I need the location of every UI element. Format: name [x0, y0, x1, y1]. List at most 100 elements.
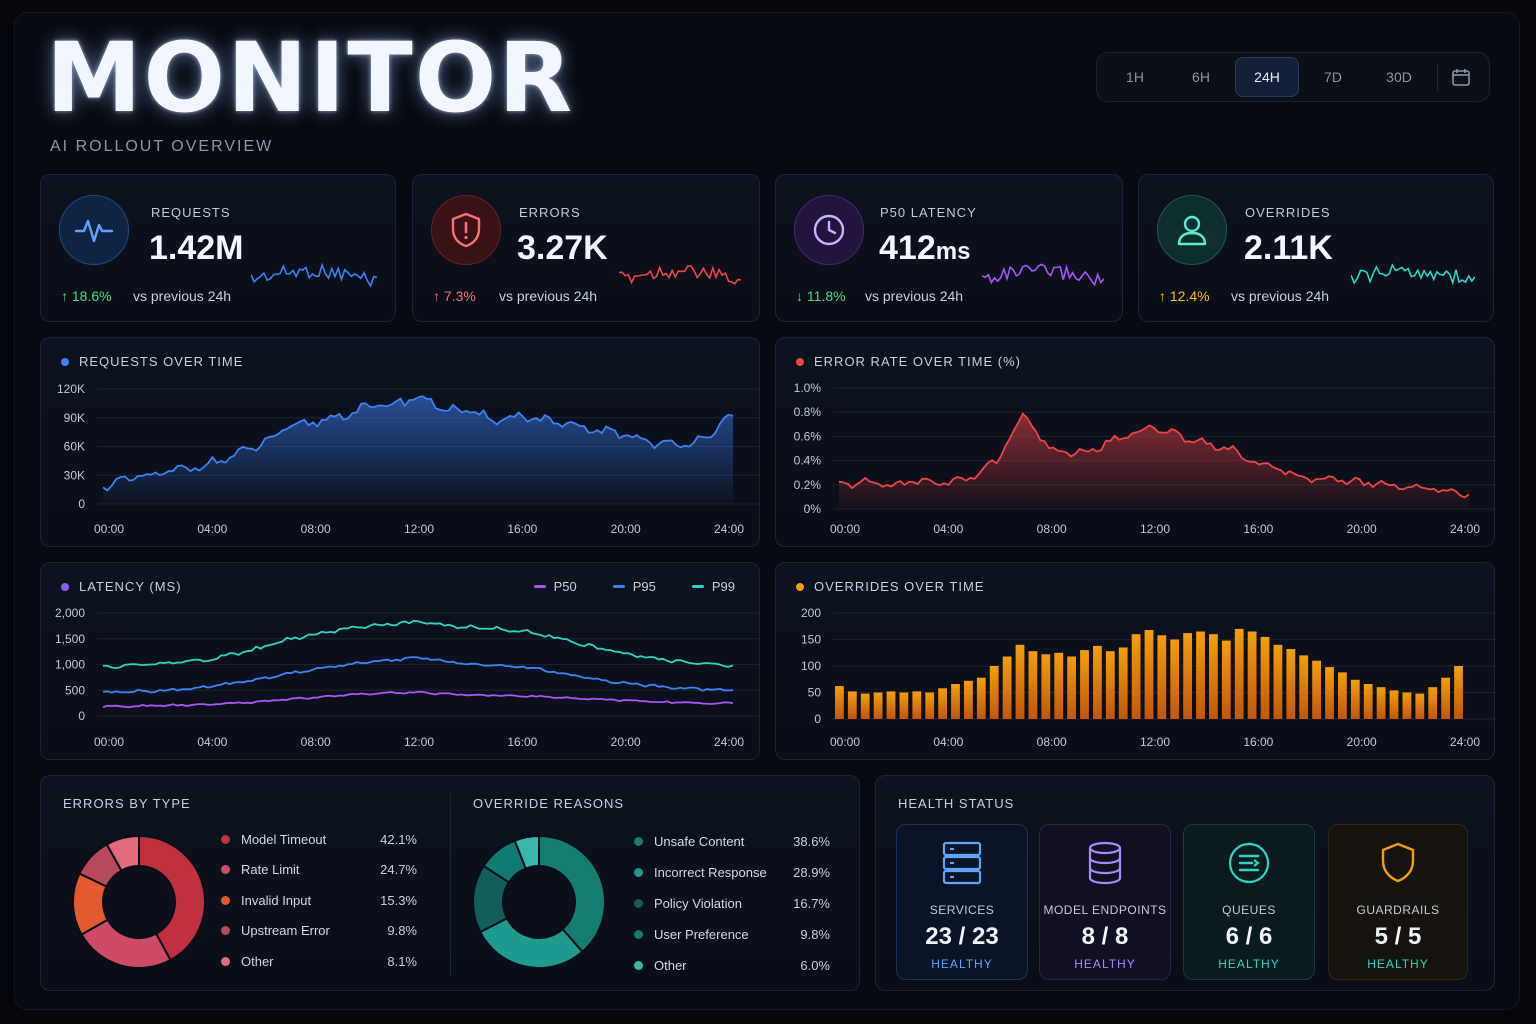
legend-row[interactable]: User Preference 9.8%: [634, 924, 830, 944]
bar[interactable]: [1338, 672, 1347, 719]
bar[interactable]: [1273, 644, 1283, 719]
kpi-card-overrides[interactable]: OVERRIDES 2.11K ↑ 12.4% vs previous 24h: [1138, 174, 1494, 322]
bar[interactable]: [873, 692, 883, 720]
bar[interactable]: [1002, 656, 1012, 720]
bar[interactable]: [1118, 647, 1128, 720]
bar[interactable]: [976, 677, 986, 719]
bar[interactable]: [1080, 650, 1089, 719]
y-tick-label: 0.4%: [794, 454, 822, 468]
override-reasons-title: OVERRIDE REASONS: [473, 796, 625, 811]
legend-dot: [634, 867, 643, 877]
legend-item-p99[interactable]: P99: [691, 579, 735, 594]
kpi-card-latency[interactable]: P50 LATENCY 412ms ↓ 11.8% vs previous 24…: [775, 174, 1123, 322]
bar[interactable]: [1299, 655, 1309, 719]
bar[interactable]: [1015, 644, 1025, 719]
bar[interactable]: [835, 686, 844, 719]
bar[interactable]: [1247, 631, 1257, 719]
legend-item-p95[interactable]: P95: [612, 579, 656, 594]
bar[interactable]: [1454, 666, 1463, 719]
legend-row[interactable]: Invalid Input 15.3%: [221, 890, 417, 910]
bar[interactable]: [899, 692, 909, 720]
series-line: [838, 412, 1470, 499]
bar[interactable]: [1196, 631, 1205, 719]
legend-value: 24.7%: [380, 862, 417, 877]
overrides-donut-chart[interactable]: [459, 822, 619, 982]
bar[interactable]: [1144, 630, 1154, 719]
bar[interactable]: [1260, 636, 1270, 720]
bar[interactable]: [1054, 652, 1064, 720]
health-card-guardrails[interactable]: GUARDRAILS 5 / 5 HEALTHY: [1328, 824, 1468, 980]
requests-chart[interactable]: 0 30K 60K 90K 120K 00:00 04:00 08:00 12:00 16:00 2…: [41, 338, 761, 548]
bar[interactable]: [1067, 656, 1076, 720]
bar[interactable]: [1183, 633, 1192, 719]
section-divider: [450, 794, 451, 976]
kpi-card-errors[interactable]: ERRORS 3.27K ↑ 7.3% vs previous 24h: [412, 174, 760, 322]
bar[interactable]: [1325, 667, 1334, 719]
bar[interactable]: [1209, 634, 1218, 719]
legend-row[interactable]: Other 6.0%: [634, 955, 830, 975]
user-icon: [1157, 195, 1227, 265]
bar[interactable]: [1041, 654, 1051, 719]
error-rate-chart[interactable]: 0% 0.2% 0.4% 0.6% 0.8% 1.0% 00:00 04:00 08:00 12:…: [776, 338, 1496, 548]
bar[interactable]: [964, 680, 973, 719]
range-1h-button[interactable]: 1H: [1126, 69, 1144, 85]
legend-row[interactable]: Other 8.1%: [221, 951, 417, 971]
kpi-card-requests[interactable]: REQUESTS 1.42M ↑ 18.6% vs previous 24h: [40, 174, 396, 322]
donut-slice[interactable]: [138, 834, 206, 962]
x-tick-label: 20:00: [1347, 522, 1377, 536]
calendar-icon[interactable]: [1448, 64, 1474, 90]
bar[interactable]: [847, 691, 857, 719]
bar[interactable]: [1350, 679, 1360, 719]
legend-row[interactable]: Unsafe Content 38.6%: [634, 831, 830, 851]
bar[interactable]: [1441, 677, 1450, 719]
health-card-queues[interactable]: QUEUES 6 / 6 HEALTHY: [1183, 824, 1315, 980]
bar[interactable]: [1028, 651, 1038, 719]
bar[interactable]: [1105, 651, 1115, 719]
latency-chart[interactable]: 0 500 1,000 1,500 2,000 00:00 04:00 08:00 12:00 1…: [41, 563, 761, 761]
bar[interactable]: [1221, 640, 1231, 719]
bar[interactable]: [925, 692, 935, 720]
bar[interactable]: [989, 666, 999, 719]
y-tick-label: 2,000: [55, 606, 85, 620]
health-card-model-endpoints[interactable]: MODEL ENDPOINTS 8 / 8 HEALTHY: [1039, 824, 1171, 980]
bar[interactable]: [1312, 660, 1321, 719]
legend-row[interactable]: Model Timeout 42.1%: [221, 829, 417, 849]
bar[interactable]: [912, 691, 922, 719]
legend-row[interactable]: Rate Limit 24.7%: [221, 860, 417, 880]
legend-item-p50[interactable]: P50: [533, 579, 577, 594]
bar[interactable]: [1402, 692, 1412, 720]
range-7d-button[interactable]: 7D: [1324, 69, 1342, 85]
donut-slice[interactable]: [513, 834, 540, 870]
kpi-label: OVERRIDES: [1245, 205, 1331, 220]
panel-title: OVERRIDES OVER TIME: [814, 579, 985, 594]
legend-row[interactable]: Incorrect Response 28.9%: [634, 862, 830, 882]
legend-row[interactable]: Policy Violation 16.7%: [634, 893, 830, 913]
bar[interactable]: [938, 688, 947, 719]
bar[interactable]: [860, 693, 870, 719]
range-30d-button[interactable]: 30D: [1386, 69, 1412, 85]
overrides-chart[interactable]: 0 50 100 150 200 00:00 04:00 08:00 12:00 16:00 20:…: [776, 563, 1496, 761]
legend-row[interactable]: Upstream Error 9.8%: [221, 921, 417, 941]
bar[interactable]: [951, 684, 960, 719]
x-tick-label: 08:00: [1037, 735, 1067, 749]
bar[interactable]: [1157, 635, 1167, 719]
bar[interactable]: [1363, 684, 1373, 719]
donut-slice[interactable]: [105, 834, 140, 872]
range-24h-button[interactable]: 24H: [1235, 57, 1299, 97]
bar[interactable]: [1234, 628, 1244, 719]
bar[interactable]: [1286, 649, 1296, 719]
bar[interactable]: [1131, 634, 1141, 719]
health-card-services[interactable]: SERVICES 23 / 23 HEALTHY: [896, 824, 1028, 980]
errors-donut-chart[interactable]: [59, 822, 219, 982]
bar[interactable]: [1428, 687, 1438, 719]
donut-slice[interactable]: [538, 834, 606, 954]
bar[interactable]: [886, 691, 896, 719]
bar[interactable]: [1389, 690, 1399, 719]
bar[interactable]: [1376, 687, 1386, 719]
range-6h-button[interactable]: 6H: [1192, 69, 1210, 85]
y-tick-label: 0.2%: [794, 478, 822, 492]
legend-dot: [634, 929, 643, 939]
bar[interactable]: [1093, 645, 1102, 719]
bar[interactable]: [1415, 693, 1425, 719]
bar[interactable]: [1170, 639, 1180, 720]
